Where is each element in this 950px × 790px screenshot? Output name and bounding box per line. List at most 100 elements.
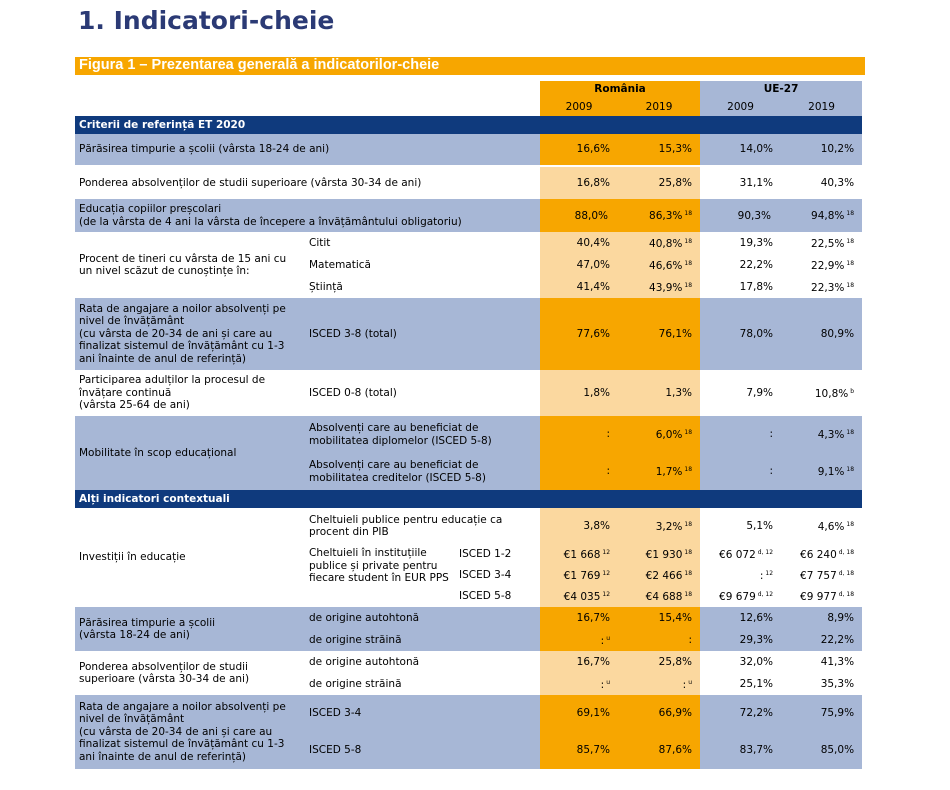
value-cell: 66,9% <box>618 695 701 732</box>
value-cell: 77,6% <box>540 298 619 370</box>
sub-label: de origine străină <box>305 673 541 695</box>
row-label: Ponderea absolvenților de studii superio… <box>75 651 305 695</box>
sub-label: ISCED 5-8 <box>305 732 541 769</box>
value-cell: €7 757 d, 18 <box>781 565 863 586</box>
value-cell: €2 466 18 <box>618 565 701 586</box>
value-cell: 86,3% 18 <box>618 199 701 232</box>
value-cell: 25,1% <box>700 673 782 695</box>
value-cell: 14,0% <box>700 134 782 167</box>
value-cell: €9 977 d, 18 <box>781 586 863 607</box>
value-cell: 85,7% <box>540 732 619 769</box>
sub-label: ISCED 3-4 <box>305 695 541 732</box>
value-cell: 22,3% 18 <box>781 276 863 298</box>
value-cell: 1,7% 18 <box>618 453 701 490</box>
table-row: Absolvenți care au beneficiat de mobilit… <box>75 453 863 490</box>
row-label: Rata de angajare a noilor absolvenți pe … <box>75 298 305 370</box>
value-cell: 85,0% <box>781 732 863 769</box>
table-row: Părăsirea timpurie a școlii (vârsta 18-2… <box>75 134 863 167</box>
value-cell: 76,1% <box>618 298 701 370</box>
sub-label: Citit <box>305 232 541 254</box>
value-cell: 29,3% <box>700 629 782 651</box>
value-cell: 75,9% <box>781 695 863 732</box>
row-label: Ponderea absolvenților de studii superio… <box>75 166 541 199</box>
table-row: ISCED 5-8 85,7% 87,6% 83,7% 85,0% <box>75 732 863 769</box>
sub-label: Matematică <box>305 254 541 276</box>
value-cell: 8,9% <box>781 607 863 629</box>
value-cell: €6 072 d, 12 <box>700 544 782 565</box>
sub-label: Absolvenți care au beneficiat de mobilit… <box>305 416 541 453</box>
header-row-country: România UE-27 <box>75 81 863 98</box>
isced-label: ISCED 1-2 <box>455 544 541 565</box>
figure-title: Figura 1 – Prezentarea generală a indica… <box>79 57 440 73</box>
row-label: Procent de tineri cu vârsta de 15 ani cu… <box>75 232 305 298</box>
sub-label: Știință <box>305 276 541 298</box>
value-cell: : <box>700 416 782 453</box>
year-eu-2009: 2009 <box>700 98 782 116</box>
section-title: Alți indicatori contextuali <box>75 490 863 508</box>
row-label: Mobilitate în scop educațional <box>75 416 305 490</box>
table-row: ISCED 3-4 €1 769 12 €2 466 18 :12 €7 757 d,… <box>75 565 863 586</box>
sub-label: Cheltuieli în instituțiile publice și pr… <box>305 544 455 607</box>
table-row: Ponderea absolvenților de studii superio… <box>75 651 863 695</box>
value-cell: : <box>540 416 619 453</box>
row-label: Educația copiilor preșcolari (de la vârs… <box>75 199 541 232</box>
value-cell: 94,8% 18 <box>781 199 863 232</box>
value-cell: 15,4% <box>618 607 701 629</box>
value-cell: 41,3% <box>781 651 863 673</box>
value-cell: 22,9% 18 <box>781 254 863 276</box>
value-cell: 16,7% <box>540 651 619 673</box>
value-cell: 3,8% <box>540 508 619 544</box>
sub-label: de origine autohtonă <box>305 651 541 673</box>
table-row: Rata de angajare a noilor absolvenți pe … <box>75 298 863 370</box>
value-cell: 80,9% <box>781 298 863 370</box>
value-cell: 4,6% 18 <box>781 508 863 544</box>
row-label: Părăsirea timpurie a școlii (vârsta 18-2… <box>75 607 305 651</box>
page-heading: 1. Indicatori-cheie <box>78 6 335 35</box>
value-cell: 69,1% <box>540 695 619 732</box>
value-cell: 47,0% <box>540 254 619 276</box>
value-cell: 16,6% <box>540 134 619 167</box>
figure-title-bar: Figura 1 – Prezentarea generală a indica… <box>75 57 865 75</box>
value-cell: 17,8% <box>700 276 782 298</box>
section-et2020: Criterii de referință ET 2020 <box>75 116 863 134</box>
value-cell: €1 930 18 <box>618 544 701 565</box>
header-row-years: 2009 2019 2009 2019 <box>75 98 863 116</box>
value-cell: 83,7% <box>700 732 782 769</box>
value-cell: 46,6% 18 <box>618 254 701 276</box>
value-cell: 5,1% <box>700 508 782 544</box>
sub-label: ISCED 0-8 (total) <box>305 370 541 416</box>
sub-label: ISCED 3-8 (total) <box>305 298 541 370</box>
isced-label: ISCED 5-8 <box>455 586 541 607</box>
value-cell: 1,8% <box>540 370 619 416</box>
value-cell: 90,3% <box>700 199 782 232</box>
value-cell: : <box>540 453 619 490</box>
table-row: Ponderea absolvenților de studii superio… <box>75 166 863 199</box>
value-cell: 10,8% b <box>781 370 863 416</box>
year-ro-2009: 2009 <box>540 98 619 116</box>
table-row: Știință 41,4% 43,9% 18 17,8% 22,3% 18 <box>75 276 863 298</box>
table-row: de origine străină :u : 29,3% 22,2% <box>75 629 863 651</box>
value-cell: €6 240 d, 18 <box>781 544 863 565</box>
table-row: Rata de angajare a noilor absolvenți pe … <box>75 695 863 769</box>
value-cell: :u <box>540 629 619 651</box>
value-cell: :u <box>540 673 619 695</box>
sub-label: de origine străină <box>305 629 541 651</box>
table-row: Participarea adulților la procesul de în… <box>75 370 863 416</box>
value-cell: 15,3% <box>618 134 701 167</box>
value-cell: 78,0% <box>700 298 782 370</box>
value-cell: €4 688 18 <box>618 586 701 607</box>
value-cell: 41,4% <box>540 276 619 298</box>
value-cell: 9,1% 18 <box>781 453 863 490</box>
isced-label: ISCED 3-4 <box>455 565 541 586</box>
value-cell: 32,0% <box>700 651 782 673</box>
col-romania: România <box>540 81 701 98</box>
year-ro-2019: 2019 <box>618 98 701 116</box>
value-cell: 10,2% <box>781 134 863 167</box>
section-context: Alți indicatori contextuali <box>75 490 863 508</box>
value-cell: 16,7% <box>540 607 619 629</box>
value-cell: €1 668 12 <box>540 544 619 565</box>
value-cell: €1 769 12 <box>540 565 619 586</box>
value-cell: 43,9% 18 <box>618 276 701 298</box>
value-cell: 16,8% <box>540 166 619 199</box>
